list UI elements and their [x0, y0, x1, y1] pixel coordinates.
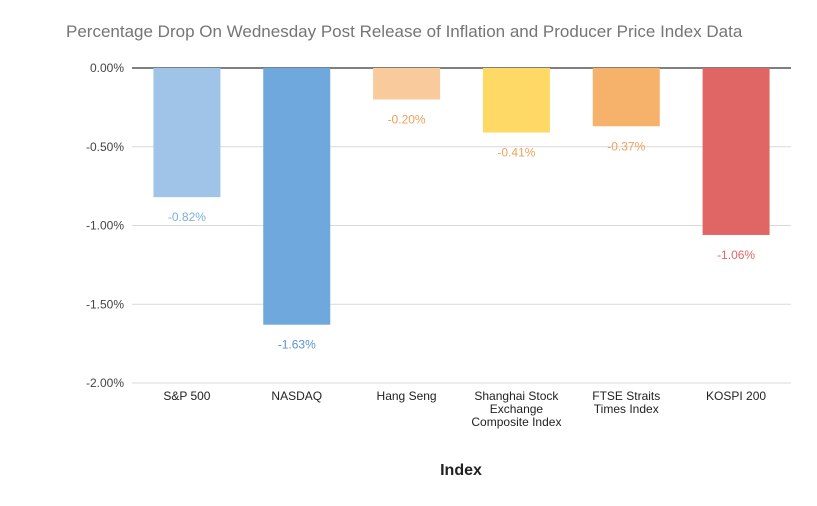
- data-label: -0.41%: [497, 146, 535, 160]
- x-tick-label: KOSPI 200: [706, 389, 766, 403]
- y-tick-label: 0.00%: [90, 61, 124, 75]
- bar: [263, 68, 331, 325]
- chart-title: Percentage Drop On Wednesday Post Releas…: [66, 22, 743, 41]
- x-tick-label: S&P 500: [163, 389, 210, 403]
- bar: [153, 68, 221, 198]
- x-tick-label: Shanghai Stock: [474, 389, 559, 403]
- bar: [373, 68, 441, 100]
- x-tick-label: Exchange: [490, 402, 544, 416]
- bar: [592, 68, 660, 127]
- y-tick-label: -2.00%: [86, 376, 124, 390]
- x-axis-title: Index: [440, 462, 482, 479]
- data-label: -0.20%: [388, 113, 426, 127]
- x-tick-label: Composite Index: [471, 415, 561, 429]
- y-tick-label: -1.50%: [86, 297, 124, 311]
- x-tick-label: Times Index: [594, 402, 659, 416]
- x-tick-label: FTSE Straits: [592, 389, 660, 403]
- y-tick-label: -0.50%: [86, 140, 124, 154]
- data-label: -1.63%: [278, 338, 316, 352]
- x-tick-label: Hang Seng: [377, 389, 437, 403]
- bar: [482, 68, 550, 133]
- data-label: -1.06%: [717, 248, 755, 262]
- bar: [702, 68, 770, 235]
- x-tick-label: NASDAQ: [271, 389, 322, 403]
- data-label: -0.37%: [607, 139, 645, 153]
- y-tick-label: -1.00%: [86, 219, 124, 233]
- data-label: -0.82%: [168, 210, 206, 224]
